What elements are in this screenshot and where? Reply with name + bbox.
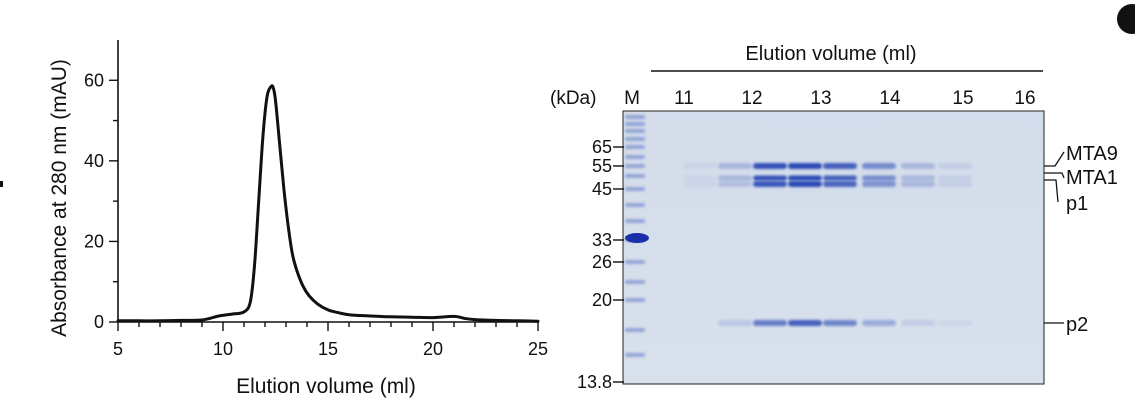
kda-unit-label: (kDa) — [550, 88, 596, 109]
ladder-band — [625, 328, 645, 332]
band-label: MTA1 — [1066, 167, 1118, 189]
marker-label: 65 — [592, 137, 612, 157]
band-mta1 — [718, 175, 752, 181]
marker-label: 33 — [592, 230, 612, 250]
ladder-lane — [625, 115, 649, 357]
marker-label: 45 — [592, 179, 612, 199]
absorbance-trace — [116, 84, 540, 323]
band-mta9 — [753, 163, 787, 169]
ladder-band-strong — [625, 233, 649, 243]
band-label: MTA9 — [1066, 143, 1118, 165]
band-p1 — [683, 181, 717, 187]
x-tick-label: 15 — [318, 339, 338, 359]
ladder-band — [625, 164, 645, 168]
band-p2 — [901, 320, 935, 326]
x-tick-label: 25 — [528, 339, 548, 359]
band-mta1 — [753, 175, 787, 181]
band-leader-line — [1044, 179, 1059, 203]
ladder-band — [625, 174, 645, 178]
ladder-band — [625, 122, 645, 126]
band-mta9 — [901, 163, 935, 169]
marker-label: 20 — [592, 290, 612, 310]
band-leader-line — [1044, 172, 1065, 179]
band-p1 — [718, 181, 752, 187]
band-mta9 — [862, 163, 896, 169]
ladder-band — [625, 155, 645, 159]
gel-panel: Elution volume (ml) (kDa) M 11 12 13 14 15 16… — [550, 43, 1118, 392]
ladder-band — [625, 115, 645, 119]
edge-fragment — [0, 181, 3, 187]
ladder-band — [625, 137, 645, 141]
band-p1 — [901, 181, 935, 187]
band-p1 — [862, 181, 896, 187]
marker-label: 55 — [592, 156, 612, 176]
band-mta9 — [683, 163, 717, 169]
y-tick-label: 60 — [84, 70, 104, 90]
lane-label: 14 — [879, 88, 901, 109]
y-tick-label: 40 — [84, 151, 104, 171]
ladder-band — [625, 298, 645, 302]
x-tick-label: 5 — [113, 339, 123, 359]
band-mta1 — [938, 175, 972, 181]
marker-label: 26 — [592, 252, 612, 272]
band-label: p2 — [1066, 314, 1088, 336]
ladder-band — [625, 353, 645, 357]
y-axis-label: Absorbance at 280 nm (mAU) — [48, 59, 71, 337]
band-mta9 — [938, 163, 972, 169]
band-p2 — [788, 320, 822, 326]
ladder-band — [625, 203, 645, 207]
ladder-lane-label: M — [624, 88, 640, 109]
ladder-band — [625, 280, 645, 284]
lane-label: 15 — [952, 88, 973, 109]
x-tick-label: 20 — [423, 339, 443, 359]
band-mta1 — [901, 175, 935, 181]
band-mta9 — [788, 163, 822, 169]
band-p2 — [862, 320, 896, 326]
band-mta1 — [788, 175, 822, 181]
lane-label: 11 — [674, 88, 694, 109]
band-mta9 — [823, 163, 857, 169]
marker-label: 13.8 — [577, 372, 612, 392]
band-p1 — [938, 181, 972, 187]
chromatogram-panel: 5 10 15 20 25 0 20 40 60 Elution volume (ml) Abs… — [48, 40, 548, 398]
band-p1 — [788, 181, 822, 187]
band-p2 — [718, 320, 752, 326]
band-p2 — [753, 320, 787, 326]
ladder-band — [625, 145, 645, 149]
lane-label: 16 — [1014, 88, 1035, 109]
x-axis-label: Elution volume (ml) — [236, 375, 416, 398]
y-tick-label: 20 — [84, 231, 104, 251]
lane-label: 12 — [741, 88, 762, 109]
ladder-band — [625, 129, 645, 133]
lane-label: 13 — [810, 88, 831, 109]
protein-bands — [683, 163, 972, 326]
band-label: p1 — [1066, 193, 1088, 215]
ladder-band — [625, 260, 645, 264]
band-mta9 — [718, 163, 752, 169]
gel-image — [622, 110, 1045, 385]
band-p1 — [753, 181, 787, 187]
band-mta1 — [823, 175, 857, 181]
y-tick-label: 0 — [94, 312, 104, 332]
panel-letter-fragment — [1117, 4, 1135, 34]
band-p2 — [823, 320, 857, 326]
ladder-band — [625, 219, 645, 223]
x-tick-label: 10 — [213, 339, 233, 359]
ladder-band — [625, 187, 645, 191]
chromatogram-axes: 5 10 15 20 25 0 20 40 60 — [84, 40, 548, 359]
band-p2 — [938, 320, 972, 326]
band-leader-line — [1044, 151, 1065, 167]
band-mta1 — [862, 175, 896, 181]
lane-labels: 11 12 13 14 15 16 — [674, 88, 1035, 109]
band-mta1 — [683, 175, 717, 181]
band-p1 — [823, 181, 857, 187]
gel-title: Elution volume (ml) — [745, 43, 916, 65]
